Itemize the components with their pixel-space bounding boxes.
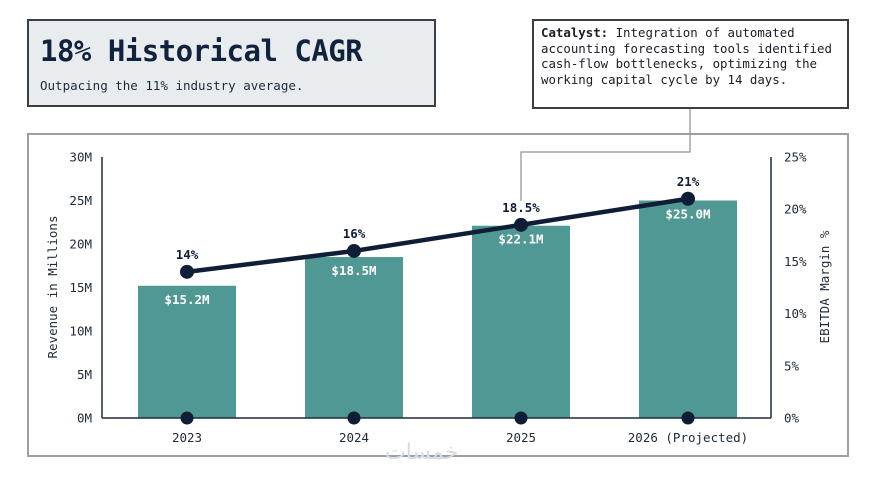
y-tick-label: 25M [69,193,92,208]
margin-point [681,191,695,206]
margin-point [514,217,528,232]
margin-point-label: 14% [176,247,199,262]
margin-point-label: 18.5% [502,200,540,215]
y2-tick-label: 5% [784,358,800,373]
revenue-bar [138,285,236,418]
headline-subtitle: Outpacing the 11% industry average. [40,78,304,93]
catalyst-annotation-box: Catalyst: Integration of automated accou… [532,19,849,109]
axes: 0M 5M 10M 15M 20M 25M 30M 0% 5% 10% 15% 20% 25% 2023 2… [45,150,832,446]
revenue-bar [305,257,403,418]
headline-title: 18% Historical CAGR [40,34,363,68]
baseline-marker [347,411,361,425]
revenue-bar-label: $25.0M [665,207,710,222]
chart-labels: $15.2M $18.5M $22.1M $25.0M 14% 16% 18.5% 21% [164,174,710,307]
margin-point-label: 16% [343,226,366,241]
revenue-bar-label: $18.5M [331,263,376,278]
revenue-bar [472,225,570,418]
margin-point [180,264,194,279]
annotation-connector-line [520,109,691,201]
baseline-marker [180,411,194,425]
margin-line-path [186,196,689,275]
x-tick-label: 2024 [339,430,369,445]
y-tick-label: 15M [69,280,92,295]
headline-box: 18% Historical CAGR Outpacing the 11% in… [27,19,436,107]
y2-tick-label: 0% [784,411,800,426]
annotation-connector [520,109,691,201]
catalyst-text: Integration of automated accounting fore… [541,25,832,87]
y-tick-label: 5M [77,367,92,382]
y-tick-label: 10M [69,324,92,339]
y2-tick-label: 15% [784,254,807,269]
revenue-bar-label: $15.2M [164,292,209,307]
y-axis-title: Revenue in Millions [45,216,60,359]
y2-tick-label: 25% [784,150,807,165]
y2-tick-label: 10% [784,306,807,321]
y2-axis-title: EBITDA Margin % [817,230,832,343]
x-tick-label: 2025 [506,430,536,445]
revenue-bar [639,200,737,418]
y-tick-label: 30M [69,150,92,165]
ebitda-margin-line [180,191,695,425]
watermark: خمسات [385,440,459,465]
revenue-bars [138,200,737,418]
x-tick-label: 2023 [172,430,202,445]
margin-point [347,243,361,258]
revenue-bar-label: $22.1M [498,232,543,247]
y2-tick-label: 20% [784,202,807,217]
baseline-marker [681,411,695,425]
margin-point-label: 21% [677,174,700,189]
baseline-marker [514,411,528,425]
x-tick-label: 2026 (Projected) [628,430,748,445]
y-tick-label: 0M [77,411,92,426]
catalyst-label: Catalyst: [541,25,609,40]
y-tick-label: 20M [69,237,92,252]
